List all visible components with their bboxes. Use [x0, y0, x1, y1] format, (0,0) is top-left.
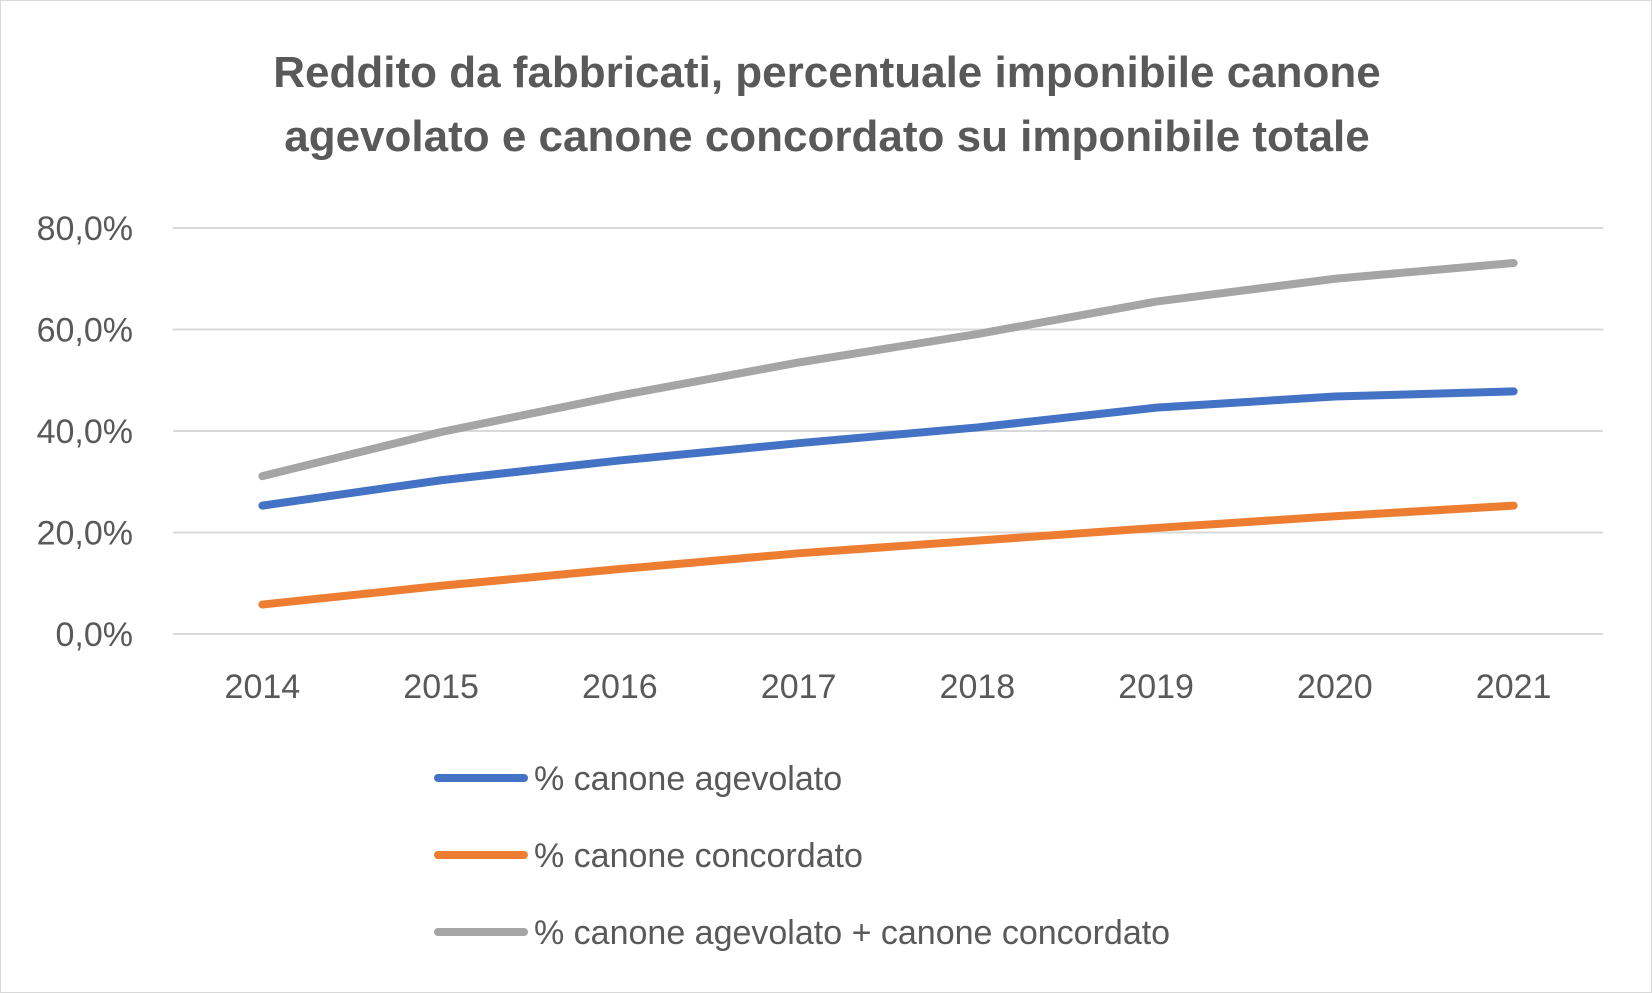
y-tick-label: 20,0% [37, 515, 133, 553]
legend-label-2: % canone concordato [534, 837, 863, 875]
legend: % canone agevolato % canone concordato % c… [434, 760, 1170, 952]
x-tick-label: 2021 [1476, 668, 1552, 706]
x-tick-label: 2020 [1297, 668, 1373, 706]
x-tick-label: 2015 [403, 668, 479, 706]
gridlines [173, 227, 1603, 635]
series-lines [258, 259, 1518, 609]
y-axis-tick-labels: 0,0% 20,0% 40,0% 60,0% 80,0% [37, 210, 133, 654]
chart-title-line-2: agevolato e canone concordato su imponib… [284, 112, 1370, 161]
y-tick-label: 80,0% [37, 210, 133, 248]
x-tick-label: 2017 [761, 668, 837, 706]
series-line-3 [258, 259, 1518, 481]
chart-title-line-1: Reddito da fabbricati, percentuale impon… [273, 48, 1381, 97]
x-tick-label: 2019 [1118, 668, 1194, 706]
chart-title: Reddito da fabbricati, percentuale impon… [1, 41, 1652, 169]
series-line-1 [258, 387, 1518, 510]
x-axis-tick-labels: 2014 2015 2016 2017 2018 2019 2020 2021 [225, 668, 1552, 706]
x-tick-label: 2016 [582, 668, 658, 706]
y-tick-label: 40,0% [37, 413, 133, 451]
y-tick-label: 60,0% [37, 312, 133, 350]
legend-label-1: % canone agevolato [534, 760, 842, 798]
series-line-2 [258, 501, 1518, 609]
y-tick-label: 0,0% [56, 616, 134, 654]
legend-label-3: % canone agevolato + canone concordato [534, 914, 1170, 952]
x-tick-label: 2014 [225, 668, 301, 706]
x-tick-label: 2018 [940, 668, 1016, 706]
